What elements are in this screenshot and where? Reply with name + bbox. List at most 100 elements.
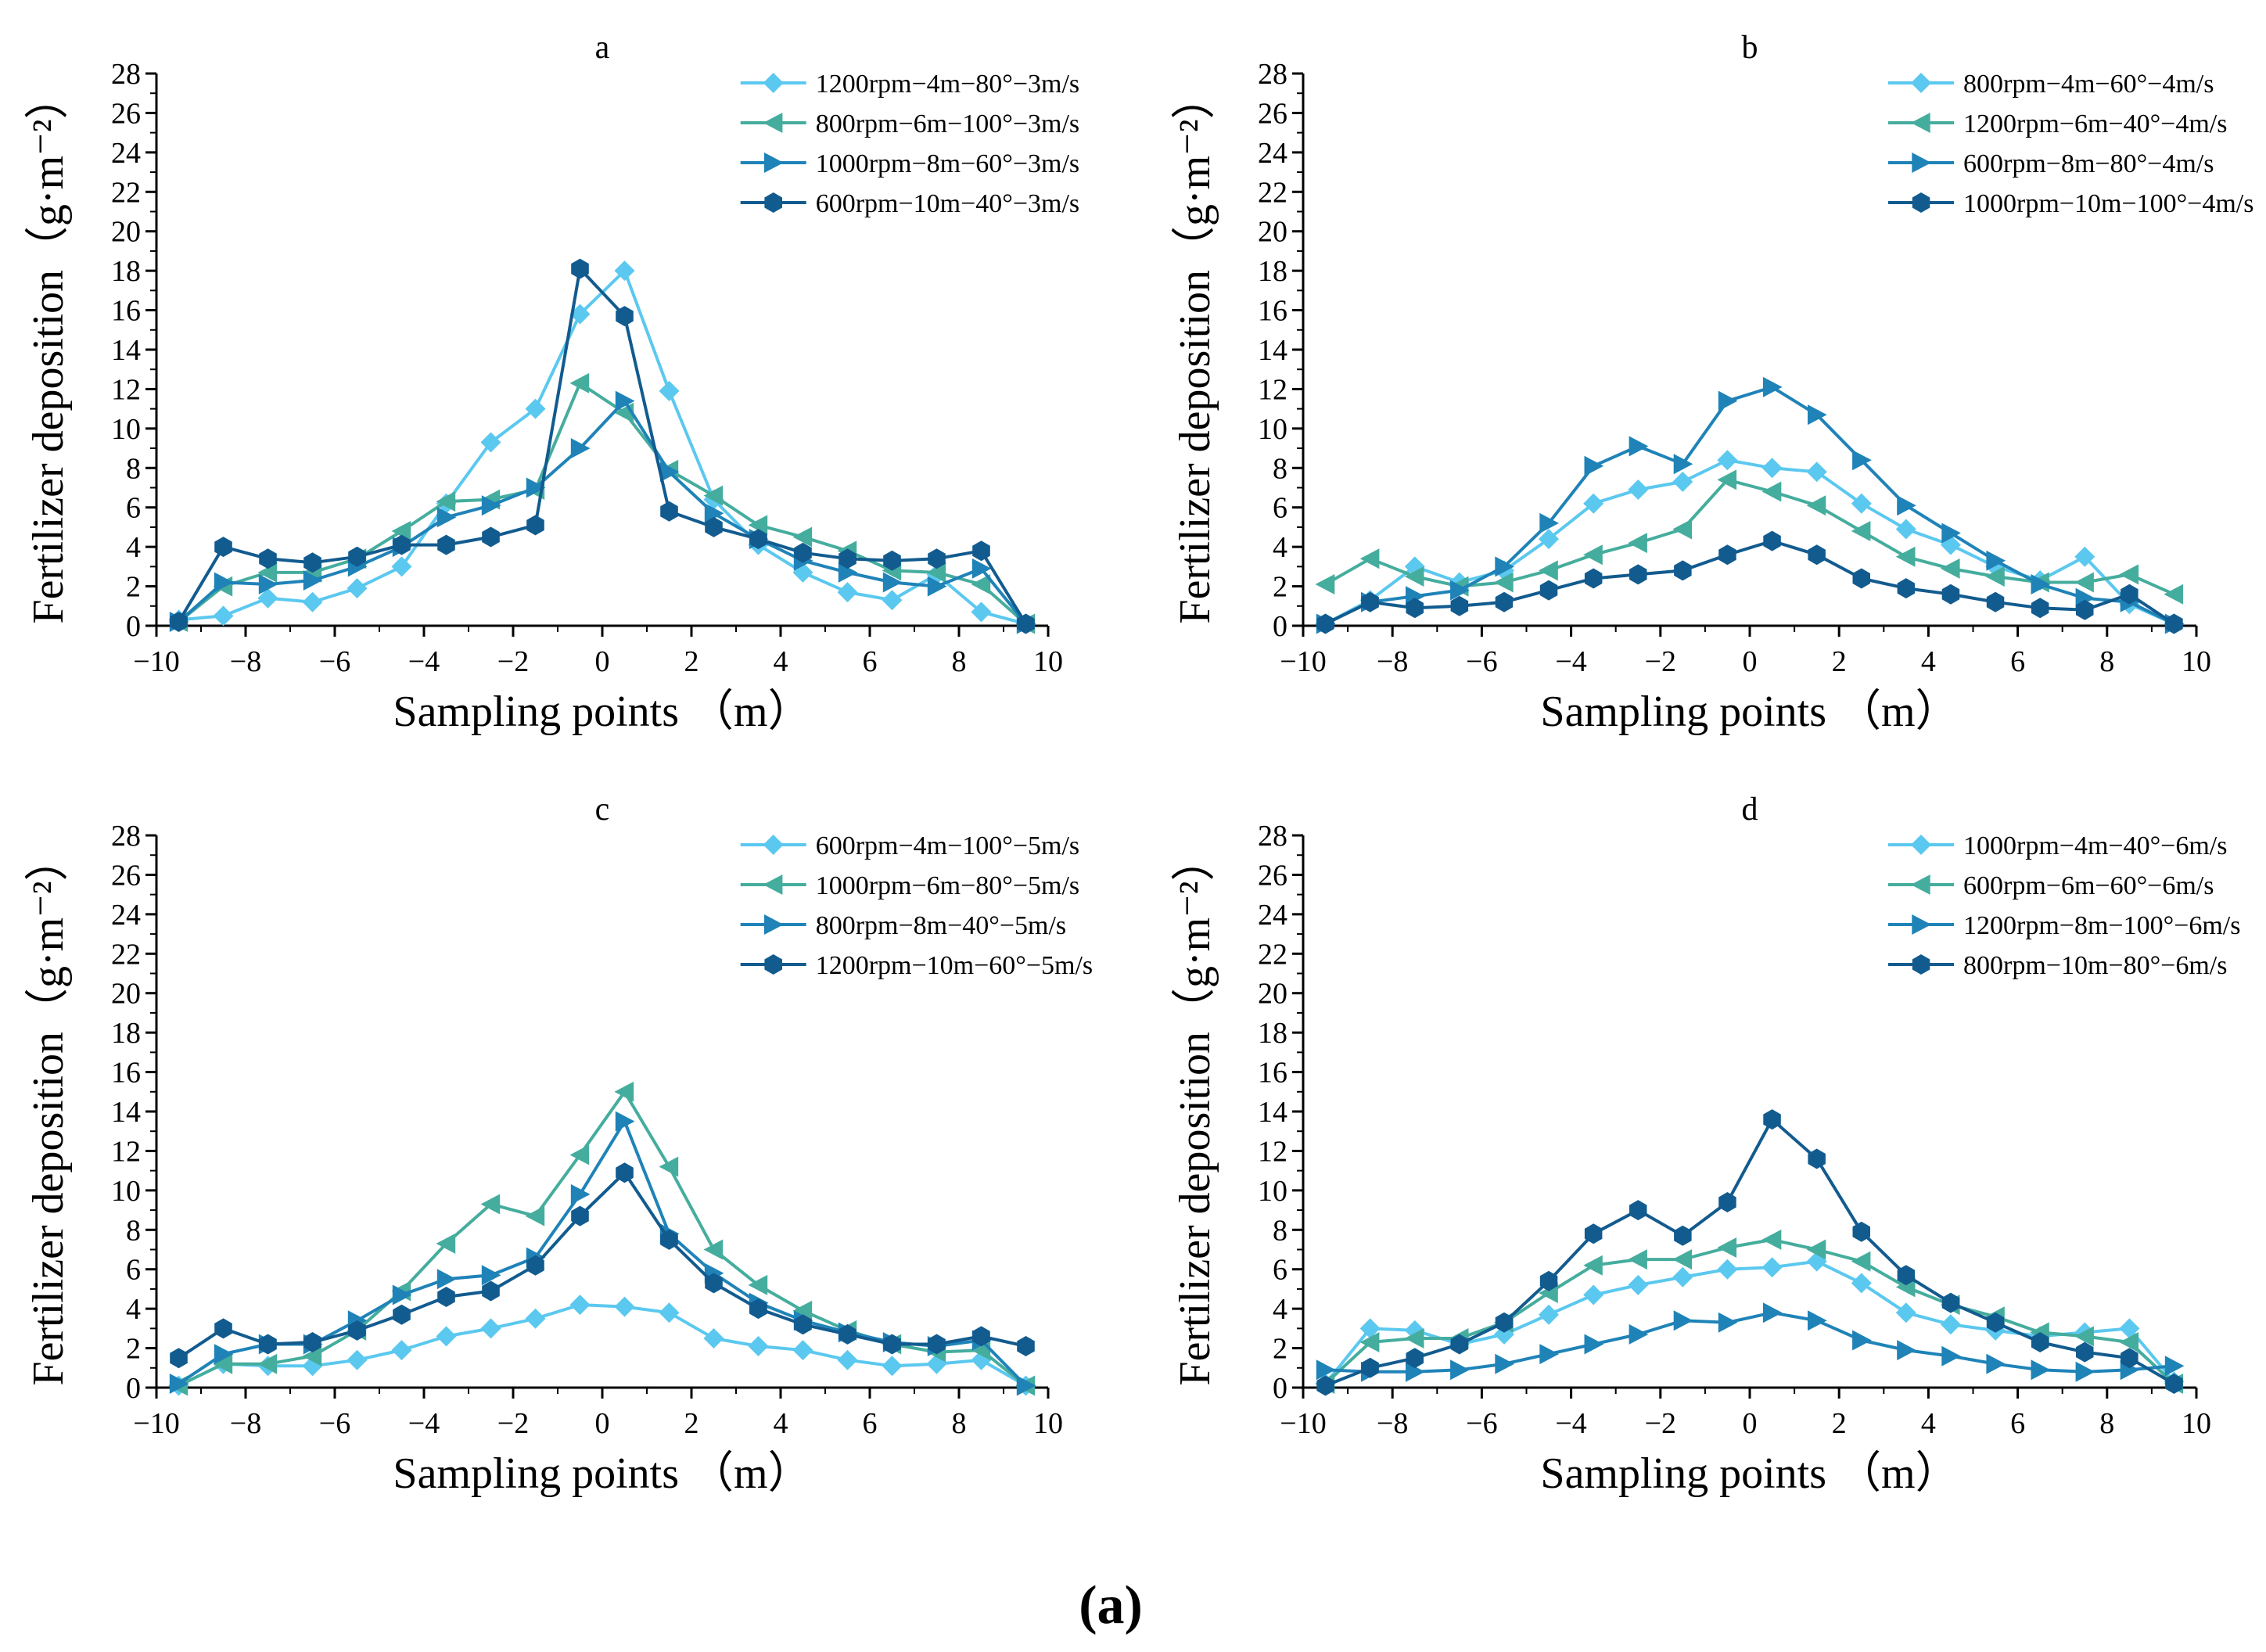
y-tick-label: 14 bbox=[111, 1096, 141, 1129]
data-point bbox=[303, 552, 321, 573]
data-point bbox=[660, 1229, 678, 1250]
data-point bbox=[214, 537, 232, 558]
data-point bbox=[257, 1353, 278, 1374]
legend: 1000rpm−4m−40°−6m/s 600rpm−6m−60°−6m/s 120… bbox=[1888, 831, 2240, 980]
data-point bbox=[526, 1255, 544, 1276]
y-tick-label: 22 bbox=[1258, 176, 1287, 209]
legend-marker bbox=[1911, 113, 1930, 133]
x-tick-label: −6 bbox=[1466, 645, 1497, 678]
x-tick-label: 6 bbox=[863, 645, 878, 678]
data-point bbox=[748, 1274, 768, 1295]
y-tick-label: 26 bbox=[1258, 97, 1287, 130]
data-point bbox=[1941, 584, 1960, 605]
data-point bbox=[1717, 469, 1737, 490]
legend-label: 1000rpm−8m−60°−3m/s bbox=[816, 149, 1079, 178]
x-tick-label: −10 bbox=[1280, 1407, 1326, 1440]
data-point bbox=[2164, 1356, 2185, 1377]
data-point bbox=[1539, 1304, 1559, 1325]
data-point bbox=[1852, 1221, 1870, 1242]
legend-marker bbox=[1912, 954, 1930, 975]
data-point bbox=[481, 495, 501, 516]
y-tick-label: 24 bbox=[1258, 137, 1287, 170]
y-tick-label: 6 bbox=[126, 1254, 141, 1287]
y-tick-label: 8 bbox=[1273, 452, 1287, 485]
data-point bbox=[1941, 523, 1961, 544]
series-3 bbox=[169, 1111, 1036, 1396]
data-point bbox=[481, 1265, 501, 1286]
data-point bbox=[1852, 568, 1870, 589]
legend-label: 1200rpm−6m−40°−4m/s bbox=[1963, 110, 2227, 138]
x-tick-label: 6 bbox=[2010, 645, 2025, 678]
y-tick-label: 26 bbox=[111, 97, 141, 130]
data-point bbox=[436, 1326, 457, 1347]
data-point bbox=[705, 516, 723, 537]
data-point bbox=[214, 1318, 232, 1339]
data-point bbox=[1941, 1345, 1961, 1366]
data-point bbox=[1940, 1314, 1961, 1335]
x-tick-label: −2 bbox=[497, 645, 529, 678]
y-tick-label: 2 bbox=[1273, 1333, 1287, 1366]
series-4 bbox=[1316, 530, 2183, 634]
x-tick-label: −10 bbox=[1280, 645, 1326, 678]
data-point bbox=[348, 546, 366, 567]
data-point bbox=[883, 1334, 901, 1355]
data-point bbox=[1450, 595, 1469, 616]
y-tick-label: 12 bbox=[1258, 1135, 1287, 1168]
data-point bbox=[1718, 1312, 1738, 1333]
data-point bbox=[1406, 1361, 1425, 1382]
panel-title: d bbox=[1742, 792, 1758, 828]
y-tick-label: 28 bbox=[111, 58, 141, 91]
data-point bbox=[1361, 1357, 1379, 1378]
legend-label: 1000rpm−10m−100°−4m/s bbox=[1963, 189, 2253, 218]
data-point bbox=[2165, 1374, 2183, 1394]
x-axis-title: Sampling points （m） bbox=[1540, 1449, 1959, 1498]
x-tick-label: 4 bbox=[774, 1407, 788, 1440]
y-tick-label: 2 bbox=[126, 1333, 141, 1366]
data-point bbox=[1017, 1336, 1035, 1356]
x-tick-label: −6 bbox=[1466, 1407, 1497, 1440]
data-point bbox=[213, 605, 234, 627]
data-point bbox=[926, 562, 946, 583]
data-point bbox=[1539, 1344, 1559, 1365]
y-tick-label: 20 bbox=[1258, 216, 1287, 249]
legend: 1200rpm−4m−80°−3m/s 800rpm−6m−100°−3m/s 10… bbox=[740, 70, 1079, 218]
legend-marker bbox=[764, 153, 784, 173]
data-point bbox=[1450, 1359, 1470, 1381]
data-point bbox=[839, 548, 856, 569]
x-tick-label: −8 bbox=[1377, 645, 1408, 678]
x-tick-label: 4 bbox=[1921, 645, 1936, 678]
data-point bbox=[1763, 530, 1781, 551]
series-4 bbox=[1316, 1109, 2183, 1396]
data-point bbox=[569, 1295, 591, 1316]
data-point bbox=[1762, 376, 1783, 397]
legend-marker bbox=[1912, 153, 1931, 173]
data-point bbox=[614, 1296, 635, 1317]
data-point bbox=[391, 1340, 412, 1361]
data-point bbox=[2119, 1332, 2139, 1352]
y-tick-label: 20 bbox=[1258, 978, 1287, 1011]
data-point bbox=[659, 1302, 680, 1323]
data-point bbox=[571, 1205, 589, 1226]
data-point bbox=[1584, 568, 1603, 589]
y-tick-label: 6 bbox=[1273, 492, 1287, 525]
data-point bbox=[1316, 1375, 1334, 1396]
data-point bbox=[1539, 560, 1558, 581]
legend-label: 800rpm−6m−100°−3m/s bbox=[816, 110, 1079, 138]
legend-label: 1000rpm−6m−80°−5m/s bbox=[816, 871, 1079, 900]
y-tick-label: 16 bbox=[1258, 295, 1287, 328]
data-point bbox=[570, 438, 591, 459]
x-axis-title: Sampling points （m） bbox=[1540, 688, 1959, 736]
x-tick-label: 2 bbox=[684, 1407, 699, 1440]
data-point bbox=[170, 612, 188, 632]
data-point bbox=[794, 542, 812, 563]
data-point bbox=[792, 1340, 813, 1361]
data-point bbox=[1495, 1312, 1514, 1333]
data-point bbox=[839, 1323, 856, 1345]
y-tick-label: 24 bbox=[111, 137, 141, 170]
data-point bbox=[257, 587, 278, 609]
x-tick-label: −8 bbox=[230, 645, 261, 678]
y-tick-label: 18 bbox=[111, 1017, 141, 1050]
data-point bbox=[1808, 1310, 1827, 1331]
y-tick-label: 10 bbox=[1258, 1175, 1287, 1208]
series-1 bbox=[1315, 1251, 2185, 1394]
